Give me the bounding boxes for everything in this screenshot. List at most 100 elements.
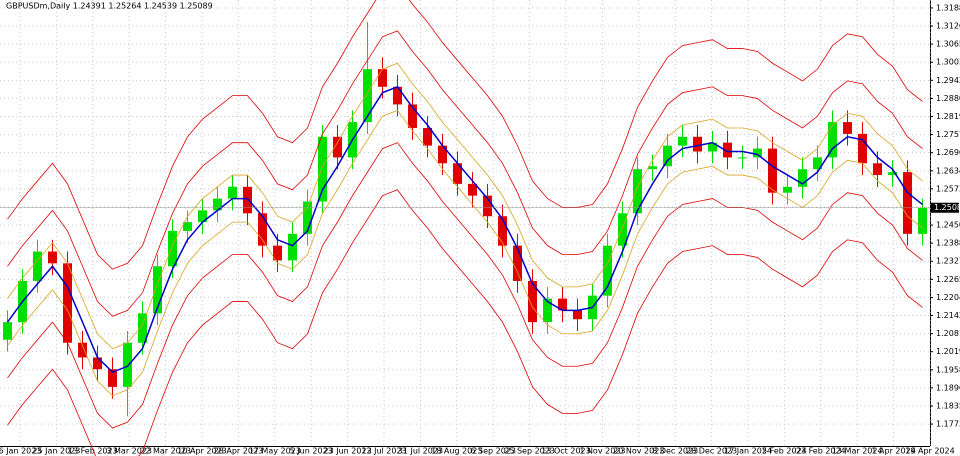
candle-body [168, 230, 177, 267]
candle-body [228, 186, 237, 199]
candle-body [183, 222, 192, 231]
x-tick-label: 12 Jul 2023 [361, 447, 406, 456]
candle-body [663, 145, 672, 167]
candle-body [903, 172, 912, 234]
x-tick-label: 25 Sep 2023 [504, 447, 555, 456]
candle-body [528, 280, 537, 323]
candle-body [828, 122, 837, 158]
y-tick-label: 1.26345 [936, 166, 960, 175]
y-tick-label: 1.27575 [936, 130, 960, 139]
x-tick-label: 13 Oct 2023 [541, 447, 590, 456]
candle-body [918, 207, 927, 234]
y-tick-label: 1.30650 [936, 40, 960, 49]
indicator-line [7, 142, 923, 429]
candle-body [78, 342, 87, 358]
candle-body [93, 357, 102, 370]
candle-body [813, 157, 822, 170]
candle-body [198, 210, 207, 223]
x-tick-label: 5 Jun 2023 [290, 447, 333, 456]
x-tick-label: 23 Feb 2024 [796, 447, 846, 456]
x-tick-label: 1 Apr 2024 [871, 447, 915, 456]
candle-body [738, 157, 747, 159]
candle-body [798, 169, 807, 187]
y-tick-label: 1.19580 [936, 365, 960, 374]
candle-body [618, 213, 627, 246]
x-tick-label: 17 Jan 2024 [724, 447, 772, 456]
candle-body [3, 322, 12, 340]
candle-body [573, 310, 582, 320]
indicator-line [7, 0, 923, 270]
candle-body [438, 145, 447, 164]
candle-body [858, 133, 867, 164]
candle-body [648, 166, 657, 170]
last-price-box [931, 202, 959, 213]
indicator-line [7, 62, 923, 350]
y-tick-label: 1.24500 [936, 221, 960, 230]
x-tick-label: 13 Mar 2024 [832, 447, 883, 456]
y-tick-label: 1.25730 [936, 184, 960, 193]
candle-body [48, 251, 57, 264]
candle-body [123, 342, 132, 387]
candle-body [753, 148, 762, 158]
y-tick-label: 1.21425 [936, 311, 960, 320]
x-tick-label: 18 Aug 2023 [431, 447, 482, 456]
candle-body [273, 245, 282, 261]
candle-body [318, 136, 327, 202]
candle-body [258, 213, 267, 246]
indicator-line [7, 109, 923, 397]
candle-body [408, 104, 417, 128]
candle-body [333, 136, 342, 158]
candle-body [768, 148, 777, 193]
candle-body [708, 142, 717, 152]
y-tick-label: 1.17735 [936, 420, 960, 429]
candle-body [303, 201, 312, 234]
y-tick-label: 1.28190 [936, 112, 960, 121]
x-tick-label: 10 Apr 2023 [177, 447, 226, 456]
x-tick-label: 19 Apr 2024 [905, 447, 954, 456]
candle-body [873, 163, 882, 176]
candle-body [843, 122, 852, 134]
candle-body [423, 127, 432, 146]
x-tick-label: 6 Jan 2023 [0, 447, 41, 456]
candle-body [723, 142, 732, 158]
y-tick-label: 1.29420 [936, 76, 960, 85]
last-price-label: 1.25089 [934, 203, 960, 212]
candle-body [693, 136, 702, 152]
chart-title: GBPUSDm,Daily 1.24391 1.25264 1.24539 1.… [6, 2, 213, 11]
candle-body [603, 245, 612, 296]
y-tick-label: 1.22040 [936, 293, 960, 302]
candle-body [498, 216, 507, 246]
x-tick-label: 3 Mar 2023 [106, 447, 152, 456]
x-tick-label: 17 May 2023 [249, 447, 301, 456]
indicator-line [6, 85, 923, 374]
x-tick-label: 6 Sep 2023 [470, 447, 516, 456]
indicator-line [7, 189, 923, 456]
candle-body [108, 369, 117, 387]
x-tick-label: 13 Feb 2023 [68, 447, 118, 456]
candle-body [33, 251, 42, 281]
candle-body [543, 298, 552, 323]
x-tick-label: 31 Jul 2023 [398, 447, 443, 456]
indicator-line [7, 30, 923, 317]
candle-body [378, 69, 387, 87]
candle-body [363, 69, 372, 123]
candle-body [153, 266, 162, 314]
x-tick-label: 23 Jun 2023 [324, 447, 372, 456]
y-tick-label: 1.18965 [936, 383, 960, 392]
x-tick-label: 28 Apr 2023 [214, 447, 263, 456]
y-tick-label: 1.20195 [936, 347, 960, 356]
x-tick-label: 25 Jan 2023 [32, 447, 80, 456]
candle-body [138, 313, 147, 343]
candle-body [288, 233, 297, 261]
candle-body [63, 263, 72, 343]
candle-body [453, 163, 462, 184]
candle-body [393, 86, 402, 105]
candle-body [888, 172, 897, 176]
candle-body [468, 183, 477, 196]
x-tick-label: 20 Nov 2023 [613, 447, 664, 456]
candle-body [483, 195, 492, 217]
y-tick-label: 1.31265 [936, 22, 960, 31]
